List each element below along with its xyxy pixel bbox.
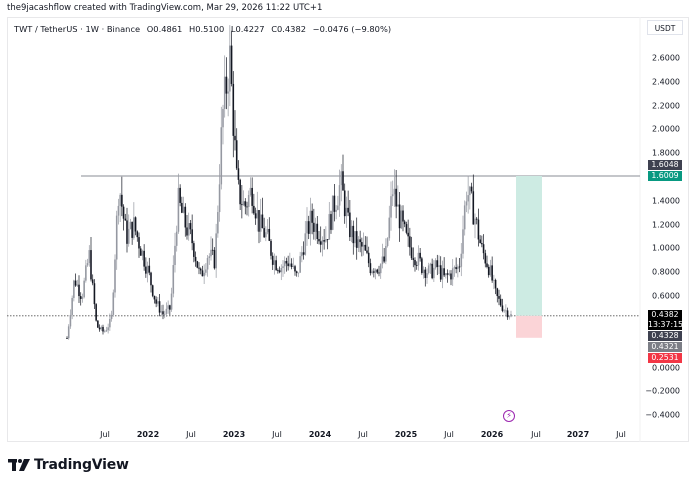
- time-tick: Jul: [272, 430, 282, 439]
- change-value: −0.0476 (−9.80%): [312, 24, 392, 34]
- low-value: L0.4227: [230, 24, 265, 34]
- time-tick: Jul: [616, 430, 626, 439]
- price-tick: 1.8000: [652, 148, 680, 158]
- price-tick: 0.0000: [652, 363, 680, 373]
- time-tick: 2027: [566, 430, 590, 439]
- chart-credit: the9jacashflow created with TradingView.…: [7, 3, 323, 13]
- time-tick: 2022: [136, 430, 160, 439]
- time-tick: Jul: [531, 430, 541, 439]
- last-price-value: 0.4382: [651, 310, 679, 319]
- close-value: C0.4382: [271, 24, 307, 34]
- price-tick: 1.4000: [652, 196, 680, 206]
- time-tick: 2026: [480, 430, 504, 439]
- tradingview-logo-icon: [8, 459, 30, 471]
- price-tick: 2.6000: [652, 53, 680, 63]
- price-tick: 0.6000: [652, 291, 680, 301]
- time-tick: 2023: [222, 430, 246, 439]
- price-tick: −0.4000: [645, 410, 680, 420]
- price-tick: 2.4000: [652, 77, 680, 87]
- time-tick: 2025: [394, 430, 418, 439]
- high-value: H0.5100: [188, 24, 225, 34]
- price-tick: 1.2000: [652, 220, 680, 230]
- lightning-event-icon[interactable]: ⚡: [503, 410, 515, 422]
- price-tick: 2.0000: [652, 124, 680, 134]
- price-tick: 2.2000: [652, 101, 680, 111]
- bar-countdown: 13:37:15: [648, 320, 684, 329]
- symbol-name[interactable]: TWT / TetherUS · 1W · Binance: [14, 24, 141, 34]
- currency-button[interactable]: USDT: [647, 20, 683, 35]
- open-value: O0.4861: [146, 24, 183, 34]
- high-price-label: 1.6048: [648, 160, 682, 170]
- price-tick: 0.8000: [652, 267, 680, 277]
- chart-frame[interactable]: [7, 17, 689, 442]
- time-tick: 2024: [308, 430, 332, 439]
- time-tick: Jul: [358, 430, 368, 439]
- symbol-legend: TWT / TetherUS · 1W · Binance O0.4861 H0…: [14, 24, 395, 34]
- time-tick: Jul: [186, 430, 196, 439]
- last-price-label: 0.4382 13:37:15: [648, 310, 684, 330]
- target-price-label: 1.6009: [648, 171, 682, 181]
- tradingview-logo[interactable]: TradingView: [8, 457, 129, 473]
- time-tick: Jul: [444, 430, 454, 439]
- candlestick-series: [66, 25, 512, 340]
- entry-price-label: 0.4328: [648, 331, 682, 341]
- price-tick: 1.0000: [652, 243, 680, 253]
- target-zone[interactable]: [516, 176, 542, 316]
- time-tick: Jul: [100, 430, 110, 439]
- brand-name: TradingView: [34, 457, 129, 473]
- open-price-label: 0.4321: [648, 342, 682, 352]
- stop-price-label: 0.2531: [648, 353, 682, 363]
- price-tick: −0.2000: [645, 386, 680, 396]
- stop-zone[interactable]: [516, 315, 542, 338]
